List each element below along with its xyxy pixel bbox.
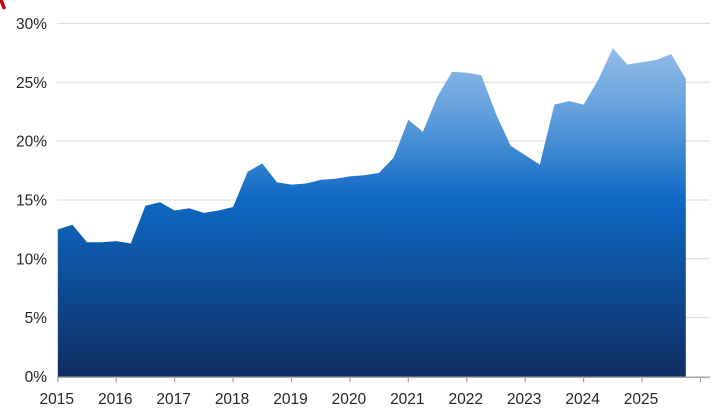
y-tick-label-25%: 25% (16, 75, 47, 92)
x-tick-label-2025: 2025 (624, 391, 658, 408)
x-tick-label-2020: 2020 (332, 391, 367, 408)
y-tick-label-30%: 30% (16, 16, 47, 33)
y-tick-label-15%: 15% (16, 192, 47, 209)
x-tick-label-2018: 2018 (215, 391, 249, 408)
x-tick-label-2019: 2019 (273, 391, 307, 408)
x-tick-label-2023: 2023 (507, 391, 541, 408)
area-series (57, 48, 686, 377)
y-tick-label-10%: 10% (16, 251, 47, 268)
x-tick-label-2015: 2015 (40, 391, 74, 408)
x-tick-label-2017: 2017 (156, 391, 190, 408)
x-tick-label-2016: 2016 (98, 391, 132, 408)
red-pen-artifact (0, 0, 7, 10)
y-tick-label-0%: 0% (25, 369, 48, 386)
y-tick-label-20%: 20% (16, 134, 47, 151)
x-tick-label-2024: 2024 (565, 391, 600, 408)
y-tick-label-5%: 5% (25, 310, 48, 327)
x-tick-label-2022: 2022 (448, 391, 482, 408)
x-tick-label-2021: 2021 (390, 391, 424, 408)
